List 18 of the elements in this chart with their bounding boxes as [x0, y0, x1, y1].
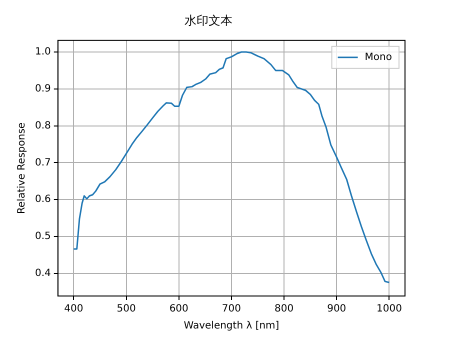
y-tick-label: 0.8 [34, 120, 51, 132]
x-tick-label: 1000 [376, 304, 402, 315]
y-tick-label: 0.5 [34, 231, 51, 242]
x-tick-label: 700 [222, 304, 241, 315]
x-tick-label: 900 [327, 304, 346, 315]
x-axis-title: Wavelength λ [nm] [184, 320, 280, 332]
x-tick-label: 500 [116, 304, 136, 315]
x-tick-label: 800 [274, 304, 294, 315]
y-tick-label: 0.7 [34, 157, 51, 168]
y-tick-label: 0.9 [34, 83, 51, 94]
x-tick-label: 400 [64, 304, 84, 315]
y-tick-label: 0.4 [34, 268, 51, 279]
legend-label: Mono [364, 52, 392, 63]
y-axis-title: Relative Response [16, 122, 28, 214]
y-tick-label: 0.6 [34, 194, 51, 206]
chart-title: 水印文本 [184, 13, 232, 28]
y-tick-label: 1.0 [34, 46, 51, 58]
x-tick-label: 600 [169, 304, 188, 315]
